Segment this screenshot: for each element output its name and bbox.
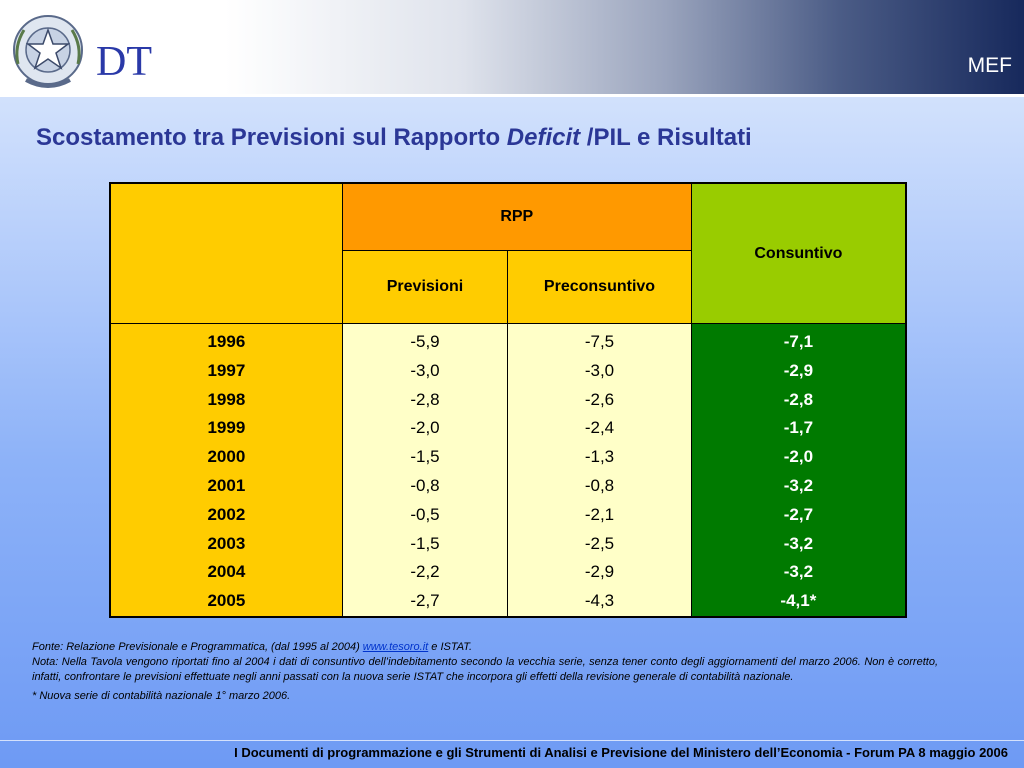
preconsuntivo-cell: -7,5 (584, 332, 615, 351)
asterisk-note: * Nuova serie di contabilità nazionale 1… (32, 690, 291, 702)
nota-text: Nota: Nella Tavola vengono riportati fin… (32, 656, 938, 683)
title-italic-word: Deficit (506, 124, 581, 151)
source-suffix: e ISTAT. (428, 641, 473, 653)
header-previsioni: Previsioni (341, 250, 509, 324)
previsioni-cell: -2,8 (410, 389, 440, 409)
year-cell: 2001 (207, 475, 246, 495)
source-prefix: Fonte: Relazione Previsionale e Programm… (32, 641, 363, 653)
year-cell: 2000 (207, 447, 246, 467)
consuntivo-cell: -2,8 (783, 389, 814, 409)
year-cell: 1997 (207, 360, 246, 380)
preconsuntivo-cell: -3,0 (584, 360, 615, 380)
years-column: 1996 1997 1998 1999 2000 2001 2002 2003 2004 2005 (109, 322, 343, 618)
header-rpp: RPP (341, 182, 692, 251)
preconsuntivo-cell: -2,1 (584, 504, 615, 524)
tesoro-link[interactable]: www.tesoro.it (362, 641, 429, 653)
consuntivo-cell: -3,2 (783, 475, 814, 495)
header-divider (0, 94, 1024, 97)
consuntivo-cell: -7,1 (783, 332, 814, 351)
consuntivo-cell: -2,0 (783, 447, 814, 467)
consuntivo-cell: -3,2 (783, 562, 814, 582)
header-bar (0, 0, 1024, 94)
page-title: Scostamento tra Previsioni sul Rapporto … (36, 124, 752, 152)
preconsuntivo-cell: -2,6 (584, 389, 615, 409)
previsioni-cell: -2,0 (410, 418, 440, 438)
preconsuntivo-column: -7,5 -3,0 -2,6 -2,4 -1,3 -0,8 -2,1 -2,5 -2,9 -4,3 (507, 322, 692, 618)
header-consuntivo: Consuntivo (690, 182, 907, 324)
year-cell: 1996 (207, 332, 246, 351)
previsioni-cell: -0,8 (410, 475, 440, 495)
notes-block: Fonte: Relazione Previsionale e Programm… (32, 640, 938, 704)
preconsuntivo-cell: -2,9 (584, 562, 615, 582)
consuntivo-cell: -2,7 (783, 504, 814, 524)
preconsuntivo-cell: -2,5 (584, 533, 615, 553)
consuntivo-cell: -4,1* (780, 591, 817, 611)
italian-republic-emblem-icon (4, 6, 92, 94)
header-preconsuntivo: Preconsuntivo (507, 250, 692, 324)
deficit-table: RPP Consuntivo Previsioni Preconsuntivo … (109, 182, 907, 618)
mef-label: MEF (967, 54, 1012, 77)
footer-text: I Documenti di programmazione e gli Stru… (234, 745, 1008, 760)
table-corner-cell (109, 182, 343, 324)
preconsuntivo-cell: -0,8 (584, 475, 615, 495)
consuntivo-column: -7,1 -2,9 -2,8 -1,7 -2,0 -3,2 -2,7 -3,2 -3,2 -4,1… (690, 322, 907, 618)
title-part-1: Scostamento tra Previsioni sul Rapporto (36, 124, 507, 151)
previsioni-cell: -1,5 (410, 447, 440, 467)
title-part-2: /PIL e Risultati (580, 124, 752, 151)
previsioni-cell: -2,7 (410, 591, 440, 611)
preconsuntivo-cell: -1,3 (584, 447, 615, 467)
consuntivo-cell: -2,9 (783, 360, 814, 380)
year-cell: 2003 (207, 533, 246, 553)
consuntivo-cell: -1,7 (783, 418, 814, 438)
year-cell: 2002 (207, 504, 246, 524)
source-note: Fonte: Relazione Previsionale e Programm… (32, 640, 938, 655)
previsioni-cell: -5,9 (410, 332, 440, 351)
footer-divider (0, 740, 1024, 741)
previsioni-cell: -2,2 (410, 562, 440, 582)
preconsuntivo-cell: -2,4 (584, 418, 615, 438)
year-cell: 1999 (207, 418, 246, 438)
previsioni-column: -5,9 -3,0 -2,8 -2,0 -1,5 -0,8 -0,5 -1,5 -2,2 -2,7 (341, 322, 509, 618)
previsioni-cell: -1,5 (410, 533, 440, 553)
preconsuntivo-cell: -4,3 (584, 591, 615, 611)
consuntivo-cell: -3,2 (783, 533, 814, 553)
year-cell: 2004 (207, 562, 246, 582)
year-cell: 2005 (207, 591, 246, 611)
year-cell: 1998 (207, 389, 246, 409)
dt-logo-text: DT (96, 39, 152, 85)
previsioni-cell: -0,5 (410, 504, 440, 524)
previsioni-cell: -3,0 (410, 360, 440, 380)
